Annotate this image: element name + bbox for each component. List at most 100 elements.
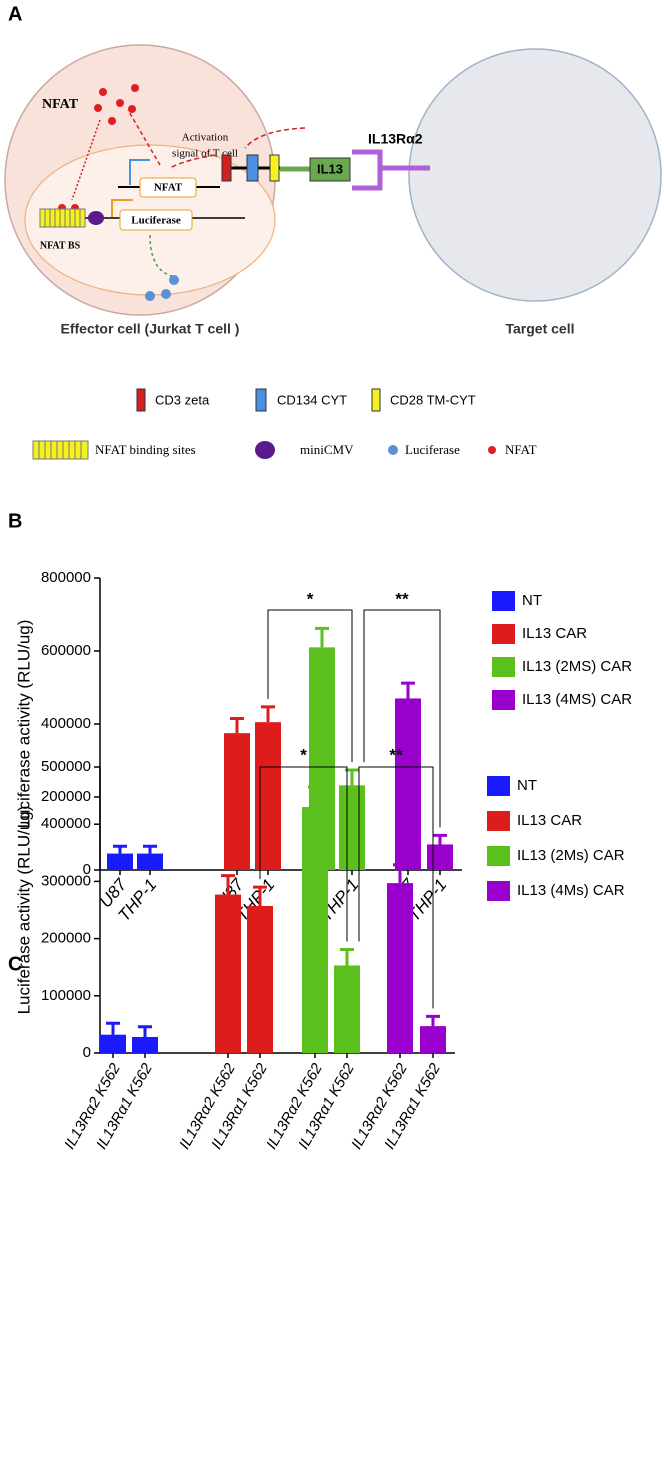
nfat-dots	[58, 84, 139, 212]
legend-label: IL13 (4MS) CAR	[522, 691, 632, 708]
panel-label: B	[8, 510, 22, 532]
error-bar	[315, 626, 329, 648]
il13-domain	[309, 157, 351, 182]
effector-label: Effector cell (Jurkat T cell )	[61, 321, 240, 337]
legend-label: miniCMV	[300, 442, 354, 457]
arrows	[71, 109, 306, 277]
error-bar	[253, 885, 267, 906]
legend-swatch	[255, 441, 275, 459]
target-label: Target cell	[506, 321, 575, 337]
bar	[100, 1034, 126, 1053]
legend-swatch	[32, 440, 89, 460]
y-tick-label: 200000	[41, 930, 91, 947]
cd3-domain	[221, 154, 232, 182]
y-tick-label: 200000	[41, 788, 91, 805]
bar	[224, 733, 250, 870]
binding-stripes	[44, 209, 81, 227]
legend-swatch	[136, 388, 146, 412]
legend-label: NFAT	[505, 442, 537, 457]
error-bar	[138, 1025, 152, 1037]
y-tick-label: 400000	[41, 715, 91, 732]
error-bar	[230, 717, 244, 734]
y-tick-label: 100000	[41, 987, 91, 1004]
legend-label: NT	[522, 592, 542, 609]
bar	[107, 853, 133, 870]
error-bar	[221, 874, 235, 895]
legend-swatch	[487, 846, 510, 866]
nfat-box-label: NFAT	[154, 182, 183, 194]
significance-label: *	[307, 589, 314, 608]
legend-label: NT	[517, 777, 537, 794]
bar	[427, 844, 453, 870]
bar	[247, 905, 273, 1053]
significance-bracket	[267, 609, 353, 762]
error-bar	[308, 785, 322, 808]
nfat-box	[139, 177, 197, 198]
error-bar	[426, 1014, 440, 1027]
bar	[395, 698, 421, 870]
legend-stripes	[38, 441, 82, 459]
bar	[255, 722, 281, 870]
y-tick-label: 300000	[41, 872, 91, 889]
y-tick-label: 400000	[41, 815, 91, 832]
significance-label: *	[300, 745, 307, 764]
legend-swatch	[487, 776, 510, 796]
bar	[132, 1036, 158, 1053]
significance-bracket	[259, 766, 348, 942]
binding-sites	[39, 208, 86, 228]
luciferase-dots	[145, 275, 179, 301]
y-tick-label: 800000	[41, 569, 91, 586]
y-tick-label: 600000	[41, 642, 91, 659]
minicmv	[88, 211, 104, 225]
receptor	[352, 149, 430, 191]
legend-swatch	[487, 881, 510, 901]
legend-label: CD134 CYT	[277, 392, 347, 407]
significance-bracket	[358, 766, 434, 1009]
panel-label: A	[8, 3, 22, 25]
error-bar	[261, 705, 275, 723]
legend-swatch	[371, 388, 381, 412]
legend-swatch	[492, 657, 515, 677]
legend-label: IL13 (4Ms) CAR	[517, 882, 625, 899]
il13-label: IL13	[317, 161, 343, 176]
legend-swatch	[492, 591, 515, 611]
legend-label: IL13 CAR	[522, 625, 587, 642]
legend-label: NFAT binding sites	[95, 442, 196, 457]
receptor-label: IL13Rα2	[368, 131, 423, 147]
error-bar	[143, 844, 157, 854]
legend-label: IL13 (2Ms) CAR	[517, 847, 625, 864]
y-axis-label: Luciferase activity (RLU/ug)	[14, 806, 33, 1015]
y-tick-label: 0	[83, 861, 91, 878]
target-cell	[408, 48, 662, 302]
bar	[420, 1026, 446, 1053]
activation-label: Activation	[182, 132, 229, 144]
legend-swatch	[255, 388, 267, 412]
legend-swatch	[487, 811, 510, 831]
significance-label: **	[395, 589, 409, 608]
legend-label: CD28 TM-CYT	[390, 392, 476, 407]
legend-label: CD3 zeta	[155, 392, 210, 407]
bar	[302, 807, 328, 1053]
significance-label: **	[389, 745, 403, 764]
luciferase-box	[119, 209, 193, 231]
error-bar	[393, 863, 407, 884]
legend-swatch	[492, 624, 515, 644]
nfat-bs-label: NFAT BS	[40, 240, 81, 251]
diagram: NFAT Luciferase NFAT BS NFAT Activation …	[4, 44, 662, 460]
significance-bracket	[363, 609, 441, 828]
legend-swatch	[492, 690, 515, 710]
cd134-domain	[246, 154, 259, 182]
bar	[137, 853, 163, 870]
bar	[339, 785, 365, 870]
error-bar	[106, 1021, 120, 1035]
bar	[334, 965, 360, 1053]
nfat-label: NFAT	[42, 97, 79, 112]
error-bar	[113, 844, 127, 854]
bar	[215, 894, 241, 1053]
luciferase-box-label: Luciferase	[131, 215, 181, 227]
y-tick-label: 500000	[41, 758, 91, 775]
legend-label: Luciferase	[405, 442, 460, 457]
panel-label: C	[8, 953, 22, 975]
error-bar	[340, 947, 354, 966]
